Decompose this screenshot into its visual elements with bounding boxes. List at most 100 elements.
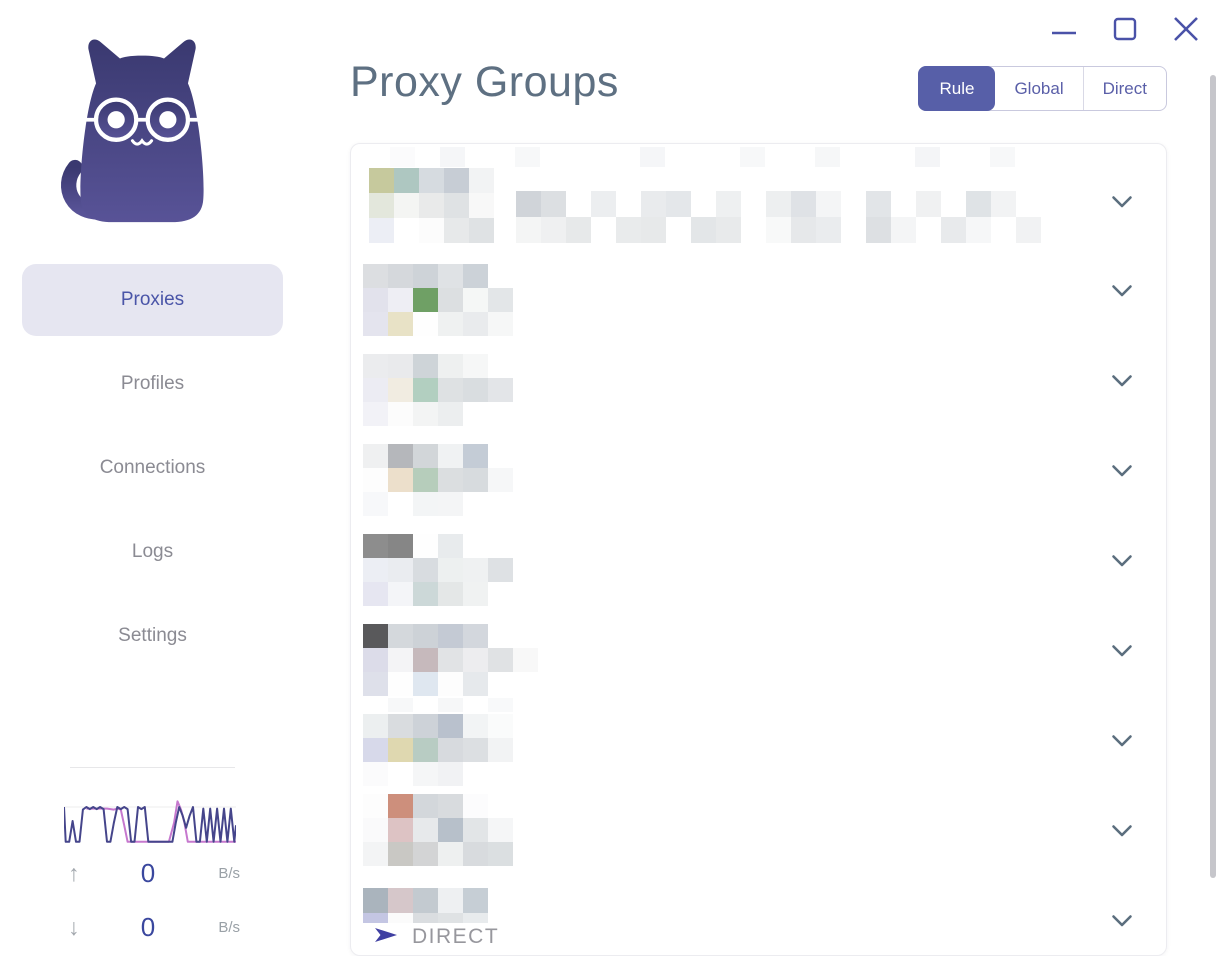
mosaic-cell [413, 492, 438, 516]
mosaic-cell [388, 264, 413, 288]
mosaic-cell [438, 762, 463, 786]
chevron-down-icon[interactable] [1111, 374, 1133, 388]
proxy-group-row[interactable] [351, 606, 1166, 696]
proxy-group-row[interactable]: DIRECT [351, 876, 1166, 955]
mosaic-cell [369, 218, 394, 243]
proxy-group-row[interactable] [351, 246, 1166, 336]
mosaic-cell [363, 714, 388, 738]
mosaic-cell [691, 217, 716, 243]
mosaic-cell [363, 672, 388, 696]
proxy-group-row[interactable] [351, 144, 1166, 246]
mosaic-cell [438, 582, 463, 606]
mosaic-cell [866, 191, 891, 217]
mosaic-cell [369, 193, 394, 218]
chevron-down-icon[interactable] [1111, 644, 1133, 658]
proxy-item-direct[interactable]: DIRECT [374, 925, 499, 949]
close-button[interactable] [1172, 14, 1200, 46]
minimize-button[interactable] [1050, 14, 1078, 46]
mosaic-cell [388, 698, 413, 712]
chevron-down-icon[interactable] [1111, 464, 1133, 478]
sidebar-item-connections[interactable]: Connections [99, 457, 206, 478]
proxy-group-row[interactable] [351, 336, 1166, 426]
mosaic-cell [440, 147, 465, 167]
sidebar-item-profiles[interactable]: Profiles [120, 373, 185, 394]
chevron-down-icon[interactable] [1111, 734, 1133, 748]
maximize-button[interactable] [1111, 14, 1139, 46]
mosaic-cell [363, 378, 388, 402]
mosaic-cell [463, 354, 488, 378]
download-value: 0 [140, 911, 156, 942]
mosaic-cell [438, 558, 463, 582]
sidebar-nav: Proxies Profiles Connections Logs Settings [22, 264, 283, 684]
sidebar-item-logs[interactable]: Logs [131, 541, 174, 562]
mode-button-rule[interactable]: Rule [918, 66, 996, 111]
traffic-chart [64, 800, 236, 843]
mosaic-cell [463, 842, 488, 866]
scrollbar[interactable] [1210, 75, 1216, 878]
traffic-divider [70, 767, 235, 768]
mosaic-cell [388, 648, 413, 672]
proxy-group-row[interactable] [351, 516, 1166, 606]
direct-node-label: DIRECT [412, 925, 500, 948]
chevron-down-icon[interactable] [1111, 914, 1133, 928]
mosaic-cell [444, 168, 469, 193]
mosaic-cell [413, 624, 438, 648]
mosaic-cell [363, 582, 388, 606]
mosaic-cell [388, 444, 413, 468]
mosaic-cell [388, 842, 413, 866]
mosaic-cell [641, 191, 666, 217]
chevron-down-icon[interactable] [1111, 195, 1133, 209]
mosaic-cell [966, 217, 991, 243]
mosaic-cell [438, 264, 463, 288]
mosaic-cell [444, 218, 469, 243]
mosaic-cell [413, 913, 438, 923]
mosaic-cell [438, 378, 463, 402]
mosaic-cell [438, 698, 463, 712]
mosaic-cell [469, 168, 494, 193]
proxy-group-row[interactable] [351, 426, 1166, 516]
mosaic-cell [815, 147, 840, 167]
mosaic-cell [516, 217, 541, 243]
mosaic-cell [463, 818, 488, 842]
mosaic-cell [413, 534, 438, 558]
mosaic-cell [438, 738, 463, 762]
sidebar-item-settings[interactable]: Settings [118, 625, 187, 646]
mosaic-cell [488, 288, 513, 312]
mosaic-cell [363, 288, 388, 312]
mosaic-cell [413, 558, 438, 582]
mosaic-cell [463, 444, 488, 468]
mode-button-direct[interactable]: Direct [1084, 67, 1166, 110]
mosaic-cell [438, 913, 463, 923]
sidebar: Proxies Profiles Connections Logs Settings ↑… [0, 0, 306, 956]
mosaic-cell [363, 794, 388, 818]
mosaic-cell [388, 534, 413, 558]
mosaic-cell [516, 191, 541, 217]
mosaic-cell [363, 762, 388, 786]
mosaic-cell [463, 264, 488, 288]
window-controls [1050, 14, 1200, 46]
upload-unit: B/s [218, 864, 240, 882]
mosaic-cell [891, 217, 916, 243]
mosaic-cell [463, 794, 488, 818]
proxy-group-row[interactable] [351, 696, 1166, 786]
mode-switch: Rule Global Direct [918, 66, 1167, 111]
mosaic-cell [413, 842, 438, 866]
mosaic-cell [363, 534, 388, 558]
chevron-down-icon[interactable] [1111, 824, 1133, 838]
minimize-icon [1051, 16, 1077, 45]
proxy-group-row[interactable] [351, 786, 1166, 876]
chevron-down-icon[interactable] [1111, 284, 1133, 298]
sidebar-item-proxies[interactable]: Proxies [22, 264, 283, 336]
mosaic-cell [388, 714, 413, 738]
mosaic-cell [413, 888, 438, 913]
mosaic-cell [463, 672, 488, 696]
mosaic-cell [469, 193, 494, 218]
mosaic-cell [413, 794, 438, 818]
mosaic-cell [413, 648, 438, 672]
mosaic-cell [419, 193, 444, 218]
chevron-down-icon[interactable] [1111, 554, 1133, 568]
mosaic-cell [463, 468, 488, 492]
mosaic-cell [488, 698, 513, 712]
mode-button-global[interactable]: Global [995, 67, 1084, 110]
